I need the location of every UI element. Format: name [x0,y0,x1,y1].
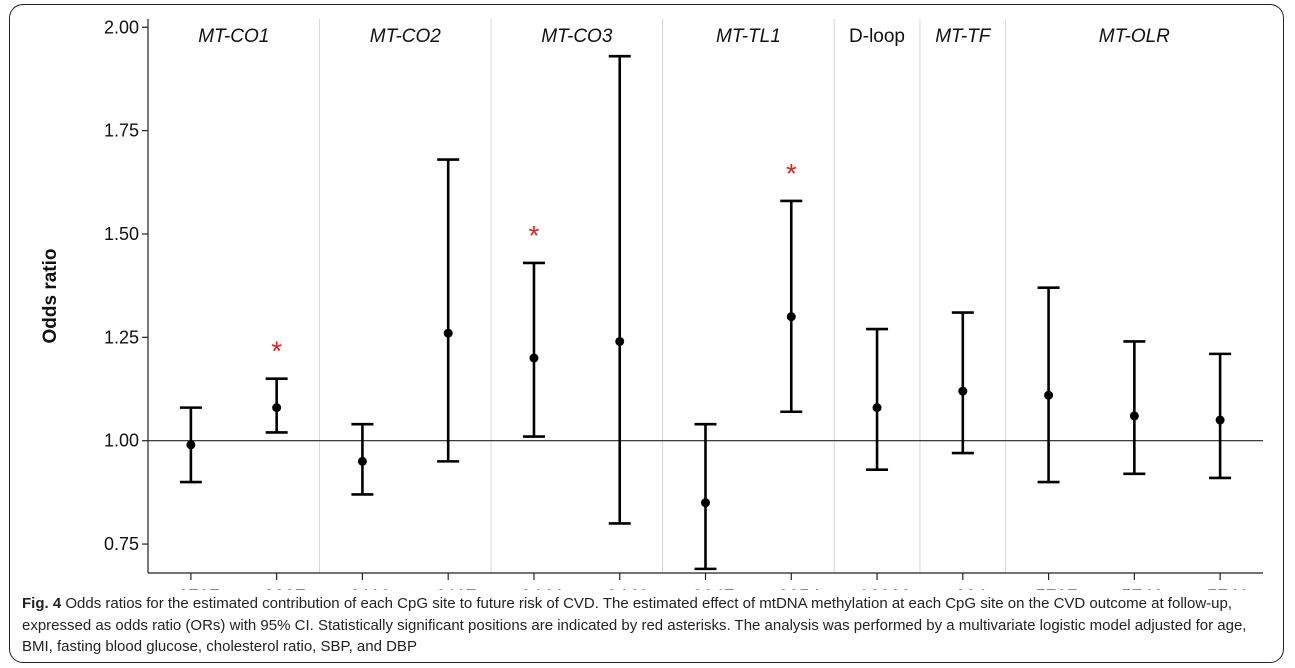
x-tick-label: nt5740 [1105,587,1163,590]
figure-caption: Fig. 4 Odds ratios for the estimated con… [22,593,1272,658]
y-axis-label: Odds ratio [40,248,61,343]
odds-ratio-point [186,440,196,450]
significance-asterisk: * [529,220,540,251]
y-tick-label: 2.00 [104,17,139,37]
y-tick-label: 1.00 [104,431,139,451]
significance-asterisk: * [271,336,282,367]
x-tick-label: nt9444 [505,587,564,590]
odds-ratio-point [357,456,367,466]
group-label: MT-TF [935,26,992,47]
x-tick-label: nt8113 [334,587,391,590]
group-label: MT-OLR [1099,26,1170,47]
y-tick-label: 1.50 [104,224,139,244]
odds-ratio-point [529,353,539,363]
figure-panel: 0.75 1.00 1.25 1.50 1.75 2.00 Odds ratio nt6797… [9,4,1284,663]
caption-label: Fig. 4 [22,595,62,612]
y-tick-label: 1.25 [104,327,139,347]
x-tick-label: nt5743 [1191,587,1249,590]
x-tick-label: nt6807 [248,587,306,590]
odds-ratio-point [272,403,282,413]
x-tick-label: nt3247 [676,587,734,590]
y-tick-label: 1.75 [104,121,139,141]
group-label: MT-TL1 [716,26,781,47]
odds-ratio-point [615,336,625,346]
odds-ratio-point [1129,411,1139,421]
x-tick-label: nt5737 [1020,587,1078,590]
odds-ratio-point [958,386,968,396]
odds-ratio-point [786,312,796,322]
x-tick-label: nt3254 [762,587,821,590]
x-tick-label: nt16383 [843,587,912,590]
x-tick-label: nt6797 [162,587,220,590]
odds-ratio-point [1044,390,1054,400]
y-tick-label: 0.75 [104,534,139,554]
x-tick-label: nt8117 [420,587,477,590]
group-label: MT-CO1 [198,26,269,47]
odds-ratio-point [1215,415,1225,425]
group-label: D-loop [849,26,905,47]
x-tick-label: nt624 [939,587,987,590]
significance-asterisk: * [786,158,797,189]
group-label: MT-CO3 [541,26,613,47]
odds-ratio-point [443,328,453,338]
caption-text: Odds ratios for the estimated contributi… [22,595,1247,655]
odds-ratio-point [701,498,710,508]
x-tick-label: nt9449 [591,587,649,590]
odds-ratio-chart: 0.75 1.00 1.25 1.50 1.75 2.00 Odds ratio nt6797… [40,17,1263,590]
group-label: MT-CO2 [370,26,442,47]
odds-ratio-point [872,403,882,413]
